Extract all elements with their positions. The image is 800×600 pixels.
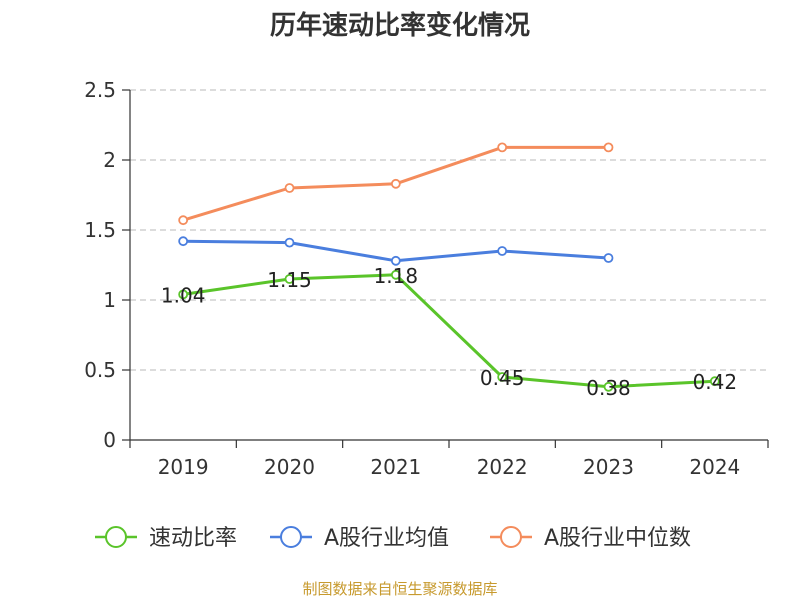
series-line <box>182 273 715 389</box>
legend-item: 速动比率 <box>95 526 237 551</box>
grid-lines <box>130 89 768 371</box>
data-point <box>603 253 614 263</box>
y-tick-label: 0 <box>103 428 116 452</box>
data-label: 0.38 <box>586 376 631 400</box>
data-point <box>497 246 508 256</box>
legend-label: A股行业中位数 <box>544 526 691 551</box>
legend-label: 速动比率 <box>149 526 237 551</box>
data-point <box>390 178 401 189</box>
legend-label: A股行业均值 <box>324 526 449 551</box>
y-tick-label: 2.5 <box>84 78 116 102</box>
legend: 速动比率 A股行业均值 A股行业中位数 <box>95 526 691 551</box>
y-tick-label: 2 <box>103 148 116 172</box>
chart-title: 历年速动比率变化情况 <box>270 10 530 41</box>
data-point <box>284 183 295 193</box>
data-point <box>284 274 295 284</box>
source-note: 制图数据来自恒生聚源数据库 <box>302 580 497 598</box>
data-point <box>390 269 401 280</box>
x-tick-label: 2019 <box>158 455 209 479</box>
axes: 0 0.5 1 1.5 2 2.5 2019 2020 2021 2022 2023 2024 <box>84 78 769 479</box>
y-tick-label: 1.5 <box>84 218 116 242</box>
data-point <box>497 142 508 153</box>
data-point <box>178 215 189 226</box>
data-point <box>603 142 614 153</box>
x-tick-label: 2021 <box>370 455 421 479</box>
data-point <box>497 372 508 382</box>
data-point <box>603 381 614 392</box>
y-tick-label: 1 <box>103 288 116 312</box>
series-layer <box>178 142 720 392</box>
data-label: 0.45 <box>480 366 525 390</box>
data-point <box>709 376 720 387</box>
data-label: 0.42 <box>693 370 738 394</box>
data-label: 1.04 <box>161 283 206 307</box>
data-point <box>178 289 189 300</box>
data-label: 1.15 <box>267 268 312 292</box>
legend-marker <box>500 526 522 548</box>
data-point <box>390 255 401 266</box>
legend-item: A股行业中位数 <box>490 526 691 551</box>
data-point <box>284 237 295 248</box>
x-tick-label: 2020 <box>264 455 315 479</box>
x-tick-label: 2024 <box>689 455 740 479</box>
legend-marker <box>105 526 127 548</box>
legend-marker <box>280 526 302 548</box>
x-tick-label: 2022 <box>477 455 528 479</box>
data-labels: 1.04 1.15 1.18 0.45 0.38 0.42 <box>161 264 737 400</box>
y-tick-label: 0.5 <box>84 358 116 382</box>
legend-item: A股行业均值 <box>270 526 449 551</box>
x-tick-label: 2023 <box>583 455 634 479</box>
data-point <box>178 236 189 247</box>
data-label: 1.18 <box>374 264 419 288</box>
